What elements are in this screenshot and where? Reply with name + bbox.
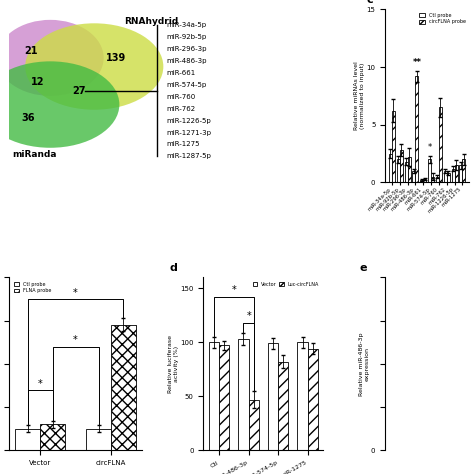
Text: 36: 36: [22, 113, 35, 123]
Legend: Vector, Luc-circFLNA: Vector, Luc-circFLNA: [251, 280, 321, 289]
Bar: [455, 165, 457, 182]
Bar: [415, 76, 419, 182]
Bar: [412, 171, 415, 182]
Text: miR-1275: miR-1275: [166, 141, 200, 147]
Bar: [431, 177, 434, 182]
Bar: [40, 424, 65, 450]
Bar: [400, 150, 403, 182]
Text: **: **: [412, 58, 421, 67]
Text: e: e: [360, 263, 367, 273]
Text: miR-574-5p: miR-574-5p: [166, 82, 207, 88]
Text: *: *: [38, 379, 43, 389]
Bar: [297, 342, 308, 450]
Bar: [463, 159, 465, 182]
Bar: [408, 157, 410, 182]
Bar: [428, 159, 431, 182]
Bar: [219, 346, 229, 450]
Text: 21: 21: [25, 46, 38, 56]
Ellipse shape: [0, 20, 104, 96]
Text: 12: 12: [31, 77, 45, 87]
Bar: [392, 111, 395, 182]
Text: miR-92b-5p: miR-92b-5p: [166, 34, 207, 40]
Text: miR-34a-5p: miR-34a-5p: [166, 22, 207, 28]
Bar: [278, 362, 289, 450]
Text: miR-486-3p: miR-486-3p: [166, 58, 207, 64]
Y-axis label: Relative miRNAs level
(normalized to input): Relative miRNAs level (normalized to inp…: [354, 62, 365, 130]
Legend: Ctl probe, circFLNA probe: Ctl probe, circFLNA probe: [418, 12, 467, 25]
Bar: [459, 165, 463, 182]
Bar: [308, 349, 318, 450]
Bar: [439, 108, 442, 182]
Bar: [444, 171, 447, 182]
Text: miR-1287-5p: miR-1287-5p: [166, 154, 211, 159]
Legend: Ctl probe, FLNA probe: Ctl probe, FLNA probe: [12, 280, 53, 295]
Text: miRanda: miRanda: [13, 150, 57, 159]
Text: 139: 139: [106, 53, 127, 63]
Text: *: *: [73, 336, 78, 346]
Text: miR-661: miR-661: [166, 70, 196, 76]
Text: miR-1271-3p: miR-1271-3p: [166, 129, 211, 136]
Bar: [86, 428, 111, 450]
Bar: [423, 179, 426, 182]
Bar: [111, 325, 136, 450]
Text: *: *: [231, 285, 236, 295]
Bar: [420, 180, 423, 182]
Text: miR-760: miR-760: [166, 94, 196, 100]
Text: *: *: [73, 288, 78, 298]
Text: 27: 27: [72, 86, 85, 96]
Text: *: *: [428, 144, 432, 152]
Text: d: d: [170, 263, 178, 273]
Bar: [249, 400, 259, 450]
Bar: [405, 162, 408, 182]
Text: miR-296-3p: miR-296-3p: [166, 46, 207, 52]
Bar: [436, 177, 439, 182]
Bar: [209, 342, 219, 450]
Bar: [389, 154, 392, 182]
Text: c: c: [367, 0, 374, 5]
Text: miR-762: miR-762: [166, 106, 196, 112]
Bar: [447, 173, 450, 182]
Text: RNAhydrid: RNAhydrid: [124, 17, 178, 26]
Y-axis label: Relative miR-486-3p
expression: Relative miR-486-3p expression: [359, 332, 370, 396]
Bar: [397, 159, 400, 182]
Y-axis label: Relative luciferase
activity (%): Relative luciferase activity (%): [168, 335, 179, 393]
Ellipse shape: [0, 61, 119, 148]
Bar: [452, 169, 455, 182]
Bar: [268, 343, 278, 450]
Ellipse shape: [25, 23, 164, 110]
Text: *: *: [246, 310, 251, 320]
Bar: [16, 428, 40, 450]
Bar: [238, 339, 249, 450]
Text: miR-1226-5p: miR-1226-5p: [166, 118, 211, 124]
